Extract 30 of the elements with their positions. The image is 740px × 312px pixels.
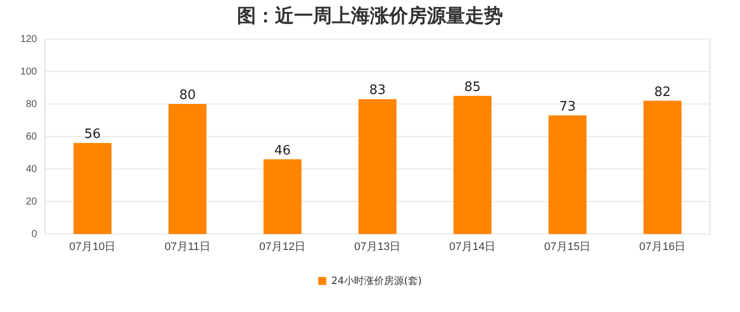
x-tick-label: 07月16日 xyxy=(639,240,686,253)
y-tick-label: 40 xyxy=(26,164,38,176)
bar xyxy=(548,115,586,234)
bar xyxy=(644,100,682,234)
bar xyxy=(358,99,396,234)
bar xyxy=(454,96,492,234)
x-tick-label: 07月11日 xyxy=(164,240,210,253)
y-tick-label: 20 xyxy=(26,196,38,208)
data-label: 46 xyxy=(274,143,291,158)
y-tick-label: 80 xyxy=(26,99,38,110)
data-label: 82 xyxy=(654,84,671,100)
chart-title: 图：近一周上海涨价房源量走势 xyxy=(237,5,503,27)
x-tick-label: 07月14日 xyxy=(449,240,496,253)
data-label: 73 xyxy=(559,99,576,114)
legend-label: 24小时涨价房源(套) xyxy=(331,275,422,287)
bar xyxy=(74,143,112,234)
x-tick-label: 07月12日 xyxy=(259,240,306,253)
y-tick-label: 120 xyxy=(20,34,38,46)
data-label: 85 xyxy=(464,80,481,95)
y-tick-label: 100 xyxy=(20,66,38,78)
x-tick-label: 07月13日 xyxy=(354,240,401,253)
data-label: 80 xyxy=(179,88,196,103)
data-label: 83 xyxy=(369,83,386,98)
bar xyxy=(168,104,206,234)
y-tick-label: 60 xyxy=(26,132,38,143)
x-tick-label: 07月15日 xyxy=(544,240,591,253)
y-tick-label: 0 xyxy=(31,229,38,240)
bar xyxy=(264,159,302,234)
data-label: 56 xyxy=(84,127,101,142)
x-tick-label: 07月10日 xyxy=(69,240,116,253)
